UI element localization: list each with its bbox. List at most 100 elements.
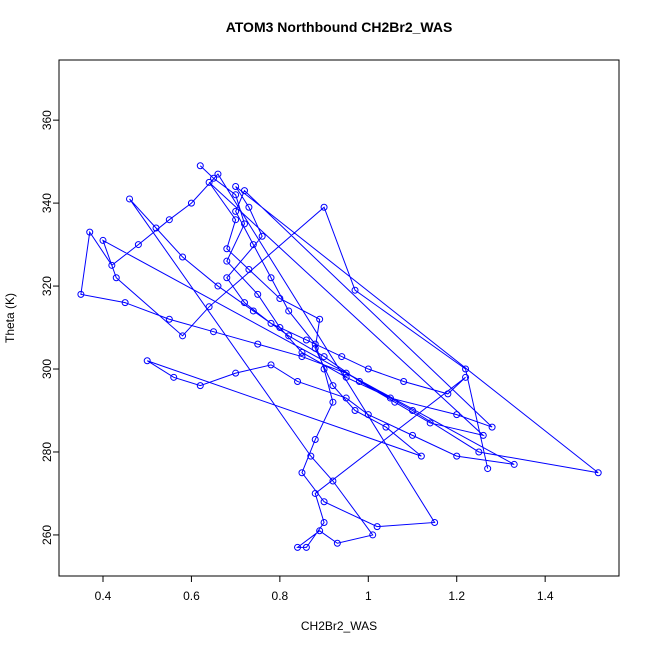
data-point: [196, 382, 204, 390]
data-point: [369, 531, 377, 539]
data-point: [276, 295, 284, 303]
data-point: [342, 373, 350, 381]
data-point: [196, 162, 204, 170]
data-point: [320, 365, 328, 373]
data-point: [320, 498, 328, 506]
x-tick-label: 0.4: [95, 589, 112, 603]
data-point: [351, 406, 359, 414]
data-point: [298, 469, 306, 477]
data-point: [400, 377, 408, 385]
x-tick-label: 0.6: [183, 589, 200, 603]
data-point: [86, 228, 94, 236]
data-point: [342, 369, 350, 377]
data-point: [249, 307, 257, 315]
data-point: [276, 324, 284, 332]
data-point: [316, 527, 324, 535]
data-point: [329, 382, 337, 390]
data-point: [373, 523, 381, 531]
data-point: [329, 477, 337, 485]
data-point: [391, 398, 399, 406]
data-point: [99, 236, 107, 244]
data-point: [77, 290, 85, 298]
data-point: [143, 357, 151, 365]
data-point: [417, 452, 425, 460]
data-point: [210, 328, 218, 336]
chart-title: ATOM3 Northbound CH2Br2_WAS: [226, 19, 453, 35]
data-point: [179, 332, 187, 340]
data-point: [112, 274, 120, 282]
y-tick-label: 360: [40, 110, 54, 130]
y-tick-label: 260: [40, 525, 54, 545]
data-point: [320, 518, 328, 526]
data-point: [594, 469, 602, 477]
data-line: [80, 165, 599, 548]
data-point: [294, 377, 302, 385]
data-point: [240, 187, 248, 195]
data-point: [223, 257, 231, 265]
x-axis-label: CH2Br2_WAS: [301, 619, 377, 633]
data-point: [249, 241, 257, 249]
data-point: [152, 224, 160, 232]
data-point: [510, 460, 518, 468]
data-point: [444, 390, 452, 398]
data-point: [462, 373, 470, 381]
data-point: [223, 274, 231, 282]
data-point: [232, 207, 240, 215]
x-tick-label: 1.2: [448, 589, 465, 603]
plot-frame: [58, 59, 620, 577]
data-point: [351, 286, 359, 294]
data-point: [165, 315, 173, 323]
data-point: [453, 411, 461, 419]
data-point: [338, 353, 346, 361]
data-point: [240, 220, 248, 228]
data-point: [121, 299, 129, 307]
data-point: [316, 315, 324, 323]
data-point: [232, 183, 240, 191]
data-point: [364, 411, 372, 419]
data-point: [245, 265, 253, 273]
data-point: [179, 253, 187, 261]
data-point: [386, 394, 394, 402]
data-point: [232, 216, 240, 224]
data-point: [302, 336, 310, 344]
data-point: [298, 348, 306, 356]
data-point: [205, 178, 213, 186]
data-point: [267, 274, 275, 282]
data-point: [285, 307, 293, 315]
y-tick-label: 340: [40, 193, 54, 213]
data-point: [409, 406, 417, 414]
data-point: [311, 344, 319, 352]
data-point: [302, 543, 310, 551]
x-tick-label: 1.4: [537, 589, 554, 603]
y-axis-label: Theta (K): [3, 293, 17, 343]
x-tick-label: 0.8: [272, 589, 289, 603]
data-point: [214, 282, 222, 290]
data-point: [214, 170, 222, 178]
data-point: [245, 203, 253, 211]
data-point: [426, 419, 434, 427]
data-point: [126, 195, 134, 203]
data-point: [267, 361, 275, 369]
data-point: [311, 489, 319, 497]
data-point: [298, 353, 306, 361]
data-point: [364, 365, 372, 373]
y-tick-label: 320: [40, 276, 54, 296]
data-point: [254, 290, 262, 298]
data-point: [210, 174, 218, 182]
data-point: [409, 431, 417, 439]
data-point: [294, 543, 302, 551]
data-point: [187, 199, 195, 207]
data-point: [232, 191, 240, 199]
data-point: [240, 299, 248, 307]
data-point: [311, 436, 319, 444]
data-point: [307, 452, 315, 460]
data-point: [479, 431, 487, 439]
data-point: [311, 340, 319, 348]
data-point: [342, 394, 350, 402]
data-point: [462, 365, 470, 373]
data-point: [382, 423, 390, 431]
data-point: [108, 261, 116, 269]
data-point: [453, 452, 461, 460]
data-point: [232, 369, 240, 377]
data-point: [134, 241, 142, 249]
